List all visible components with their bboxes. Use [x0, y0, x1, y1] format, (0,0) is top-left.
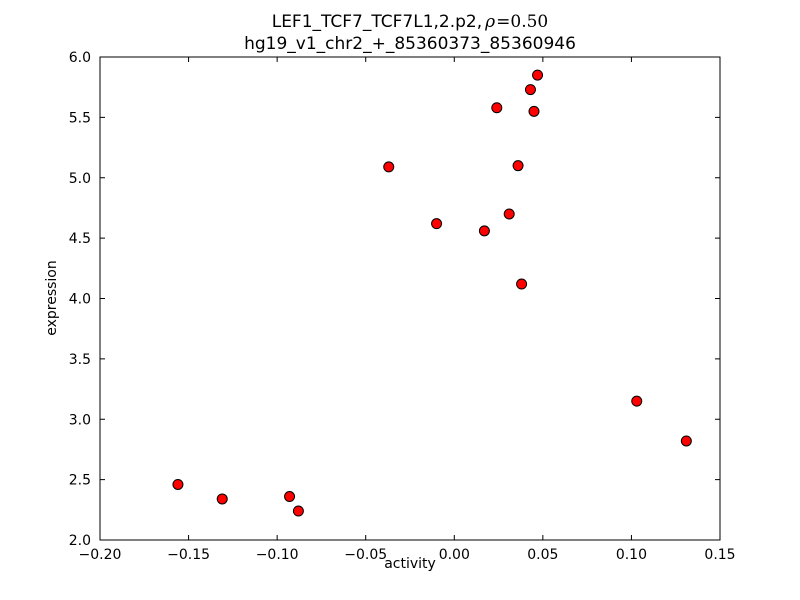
y-tick-label: 5.0	[69, 171, 91, 187]
title-text: LEF1_TCF7_TCF7L1,2.p2,	[271, 12, 483, 32]
y-tick-label: 4.5	[69, 231, 91, 247]
data-point	[532, 69, 544, 81]
chart-title: LEF1_TCF7_TCF7L1,2.p2, ρ=0.50 hg19_v1_chr…	[100, 11, 720, 55]
data-point	[478, 225, 490, 237]
y-tick-label: 4.0	[69, 292, 91, 308]
y-tick-label: 6.0	[69, 50, 91, 66]
y-axis-label: expression	[44, 260, 60, 336]
points-layer	[172, 69, 692, 517]
x-tick-label: 0.05	[527, 547, 558, 563]
data-point	[503, 208, 515, 220]
x-tick-label: −0.10	[256, 547, 299, 563]
tick-labels-layer: −0.20 −0.15 −0.10 −0.05 0.00 0.05 0.10 0.15 2.0 2…	[69, 50, 736, 563]
x-tick-label: 0.10	[616, 547, 647, 563]
ticks-layer	[99, 56, 721, 541]
chart-title-line2: hg19_v1_chr2_+_85360373_85360946	[244, 34, 576, 54]
y-tick-label: 3.5	[69, 352, 91, 368]
x-tick-label: 0.00	[439, 547, 470, 563]
data-point	[680, 435, 692, 447]
chart-title-line1: LEF1_TCF7_TCF7L1,2.p2, ρ=0.50	[100, 11, 720, 33]
y-tick-label: 2.0	[69, 533, 91, 549]
x-tick-label: −0.15	[167, 547, 210, 563]
data-point	[284, 491, 296, 503]
data-point	[292, 505, 304, 517]
plot-frame	[99, 56, 721, 541]
data-point	[524, 84, 536, 96]
data-point	[172, 478, 184, 490]
y-tick-label: 2.5	[69, 473, 91, 489]
data-point	[528, 105, 540, 117]
data-point	[216, 493, 228, 505]
data-point	[491, 102, 503, 114]
rho-symbol: ρ	[485, 12, 496, 32]
data-point	[516, 278, 528, 290]
x-tick-label: −0.05	[344, 547, 387, 563]
data-point	[631, 395, 643, 407]
data-point	[431, 218, 443, 230]
data-point	[512, 160, 524, 172]
x-tick-label: 0.15	[704, 547, 735, 563]
y-tick-label: 3.0	[69, 412, 91, 428]
y-tick-label: 5.5	[69, 110, 91, 126]
data-point	[383, 161, 395, 173]
x-axis-label: activity	[384, 556, 436, 572]
rho-value: =0.50	[496, 12, 549, 32]
x-tick-label: −0.20	[79, 547, 122, 563]
